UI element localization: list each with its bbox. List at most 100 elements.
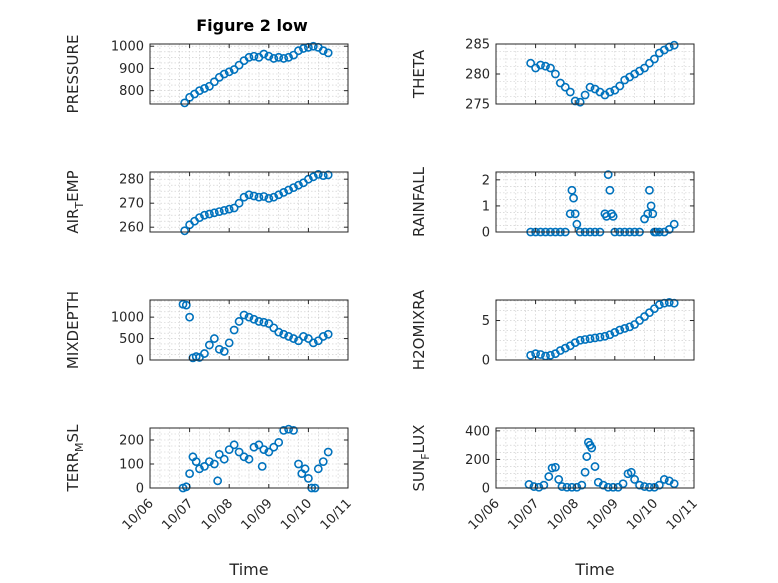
x-tick-label: 10/11	[664, 496, 701, 533]
data-point	[204, 209, 214, 219]
data-point	[551, 69, 560, 79]
data-point	[620, 324, 630, 333]
y-tick-label: 270	[119, 197, 144, 212]
plot-area	[150, 300, 348, 360]
data-point	[546, 350, 555, 360]
data-point	[565, 209, 575, 219]
x-axis-label: Time	[228, 560, 268, 579]
data-point	[557, 482, 567, 491]
data-point	[536, 60, 545, 70]
data-point	[615, 325, 625, 335]
data-point	[664, 297, 674, 307]
data-point	[570, 96, 580, 106]
y-tick-label: 1000	[111, 40, 144, 55]
y-tick-label: 200	[119, 434, 144, 449]
y-tick-label: 260	[119, 221, 144, 236]
data-point	[645, 185, 654, 195]
data-point	[610, 327, 620, 337]
data-point	[195, 213, 204, 222]
data-point	[630, 475, 639, 484]
subplot-h2omixra: 0 5 H2OMIXRA	[410, 289, 695, 370]
data-point	[229, 440, 239, 450]
data-point	[323, 170, 333, 180]
y-axis-label: H2OMIXRA	[410, 289, 428, 370]
data-point	[323, 329, 333, 339]
data-point	[181, 300, 191, 310]
data-point	[323, 447, 333, 457]
data-point	[608, 482, 618, 492]
data-point	[605, 87, 615, 97]
data-point	[562, 482, 572, 492]
data-point	[299, 44, 308, 53]
subplot-mixdepth: 0 500 1000 MIXDEPTH	[64, 291, 349, 369]
data-point	[625, 322, 635, 332]
data-point	[224, 338, 234, 348]
x-tick-label: 10/10	[624, 496, 661, 533]
data-point	[254, 192, 264, 202]
data-point	[259, 445, 269, 454]
data-point	[269, 192, 279, 202]
subplot-theta: 275 280 285 THETA	[410, 38, 695, 113]
data-point	[555, 346, 565, 355]
data-point	[264, 319, 274, 328]
data-point	[575, 97, 585, 107]
data-point	[284, 424, 293, 434]
data-point	[274, 327, 284, 337]
data-point	[580, 335, 590, 344]
data-point	[214, 207, 224, 216]
data-point	[318, 332, 328, 341]
data-point	[603, 170, 613, 180]
data-point	[249, 191, 259, 201]
y-tick-label: 0	[482, 354, 490, 369]
data-point	[572, 219, 582, 229]
x-tick-label: 10/08	[199, 496, 236, 533]
data-point	[259, 192, 269, 201]
data-point	[569, 193, 578, 203]
data-point	[313, 169, 323, 179]
x-tick-label: 10/06	[120, 496, 157, 533]
data-point	[308, 172, 318, 182]
data-point	[323, 48, 333, 58]
data-point	[570, 209, 580, 219]
data-point	[608, 211, 618, 221]
data-point	[289, 50, 298, 60]
data-point	[605, 330, 615, 340]
data-point	[259, 317, 269, 327]
data-point	[219, 454, 229, 464]
x-axis-label: Time	[574, 560, 614, 579]
data-point	[640, 63, 649, 73]
axes-box	[149, 43, 349, 105]
data-point	[209, 334, 219, 343]
y-axis-label: SUNFLUX	[410, 425, 432, 492]
y-tick-label: 0	[482, 226, 490, 241]
data-point	[308, 41, 318, 51]
y-tick-label: 0	[136, 354, 144, 369]
data-point	[585, 334, 595, 344]
data-point	[204, 81, 214, 91]
data-point	[580, 467, 590, 477]
y-tick-label: 5	[482, 314, 490, 329]
data-point	[526, 58, 536, 68]
data-point	[605, 185, 615, 195]
data-point	[229, 203, 239, 213]
data-point	[185, 312, 194, 322]
x-tick-label: 10/09	[585, 496, 622, 533]
data-point	[654, 300, 664, 310]
y-tick-label: 1000	[111, 311, 144, 326]
data-point	[191, 457, 201, 466]
data-point	[180, 98, 190, 108]
data-point	[648, 209, 658, 219]
data-point	[570, 338, 580, 348]
data-point	[300, 464, 310, 474]
axes-box	[495, 171, 695, 233]
data-point	[577, 480, 587, 490]
data-point	[249, 442, 259, 452]
subplot-sun-flux: 0 200 400 10/06 10/07 10/08 10/09 10/10 10/11 SUN…	[410, 424, 701, 579]
data-point	[204, 340, 214, 350]
y-axis-label: MIXDEPTH	[64, 291, 82, 369]
axes-box	[149, 299, 349, 361]
subplot-rainfall: 0 1 2 RAINFALL	[410, 166, 695, 241]
x-tick-label: 10/08	[545, 496, 582, 533]
x-tick-label: 10/07	[505, 496, 542, 533]
